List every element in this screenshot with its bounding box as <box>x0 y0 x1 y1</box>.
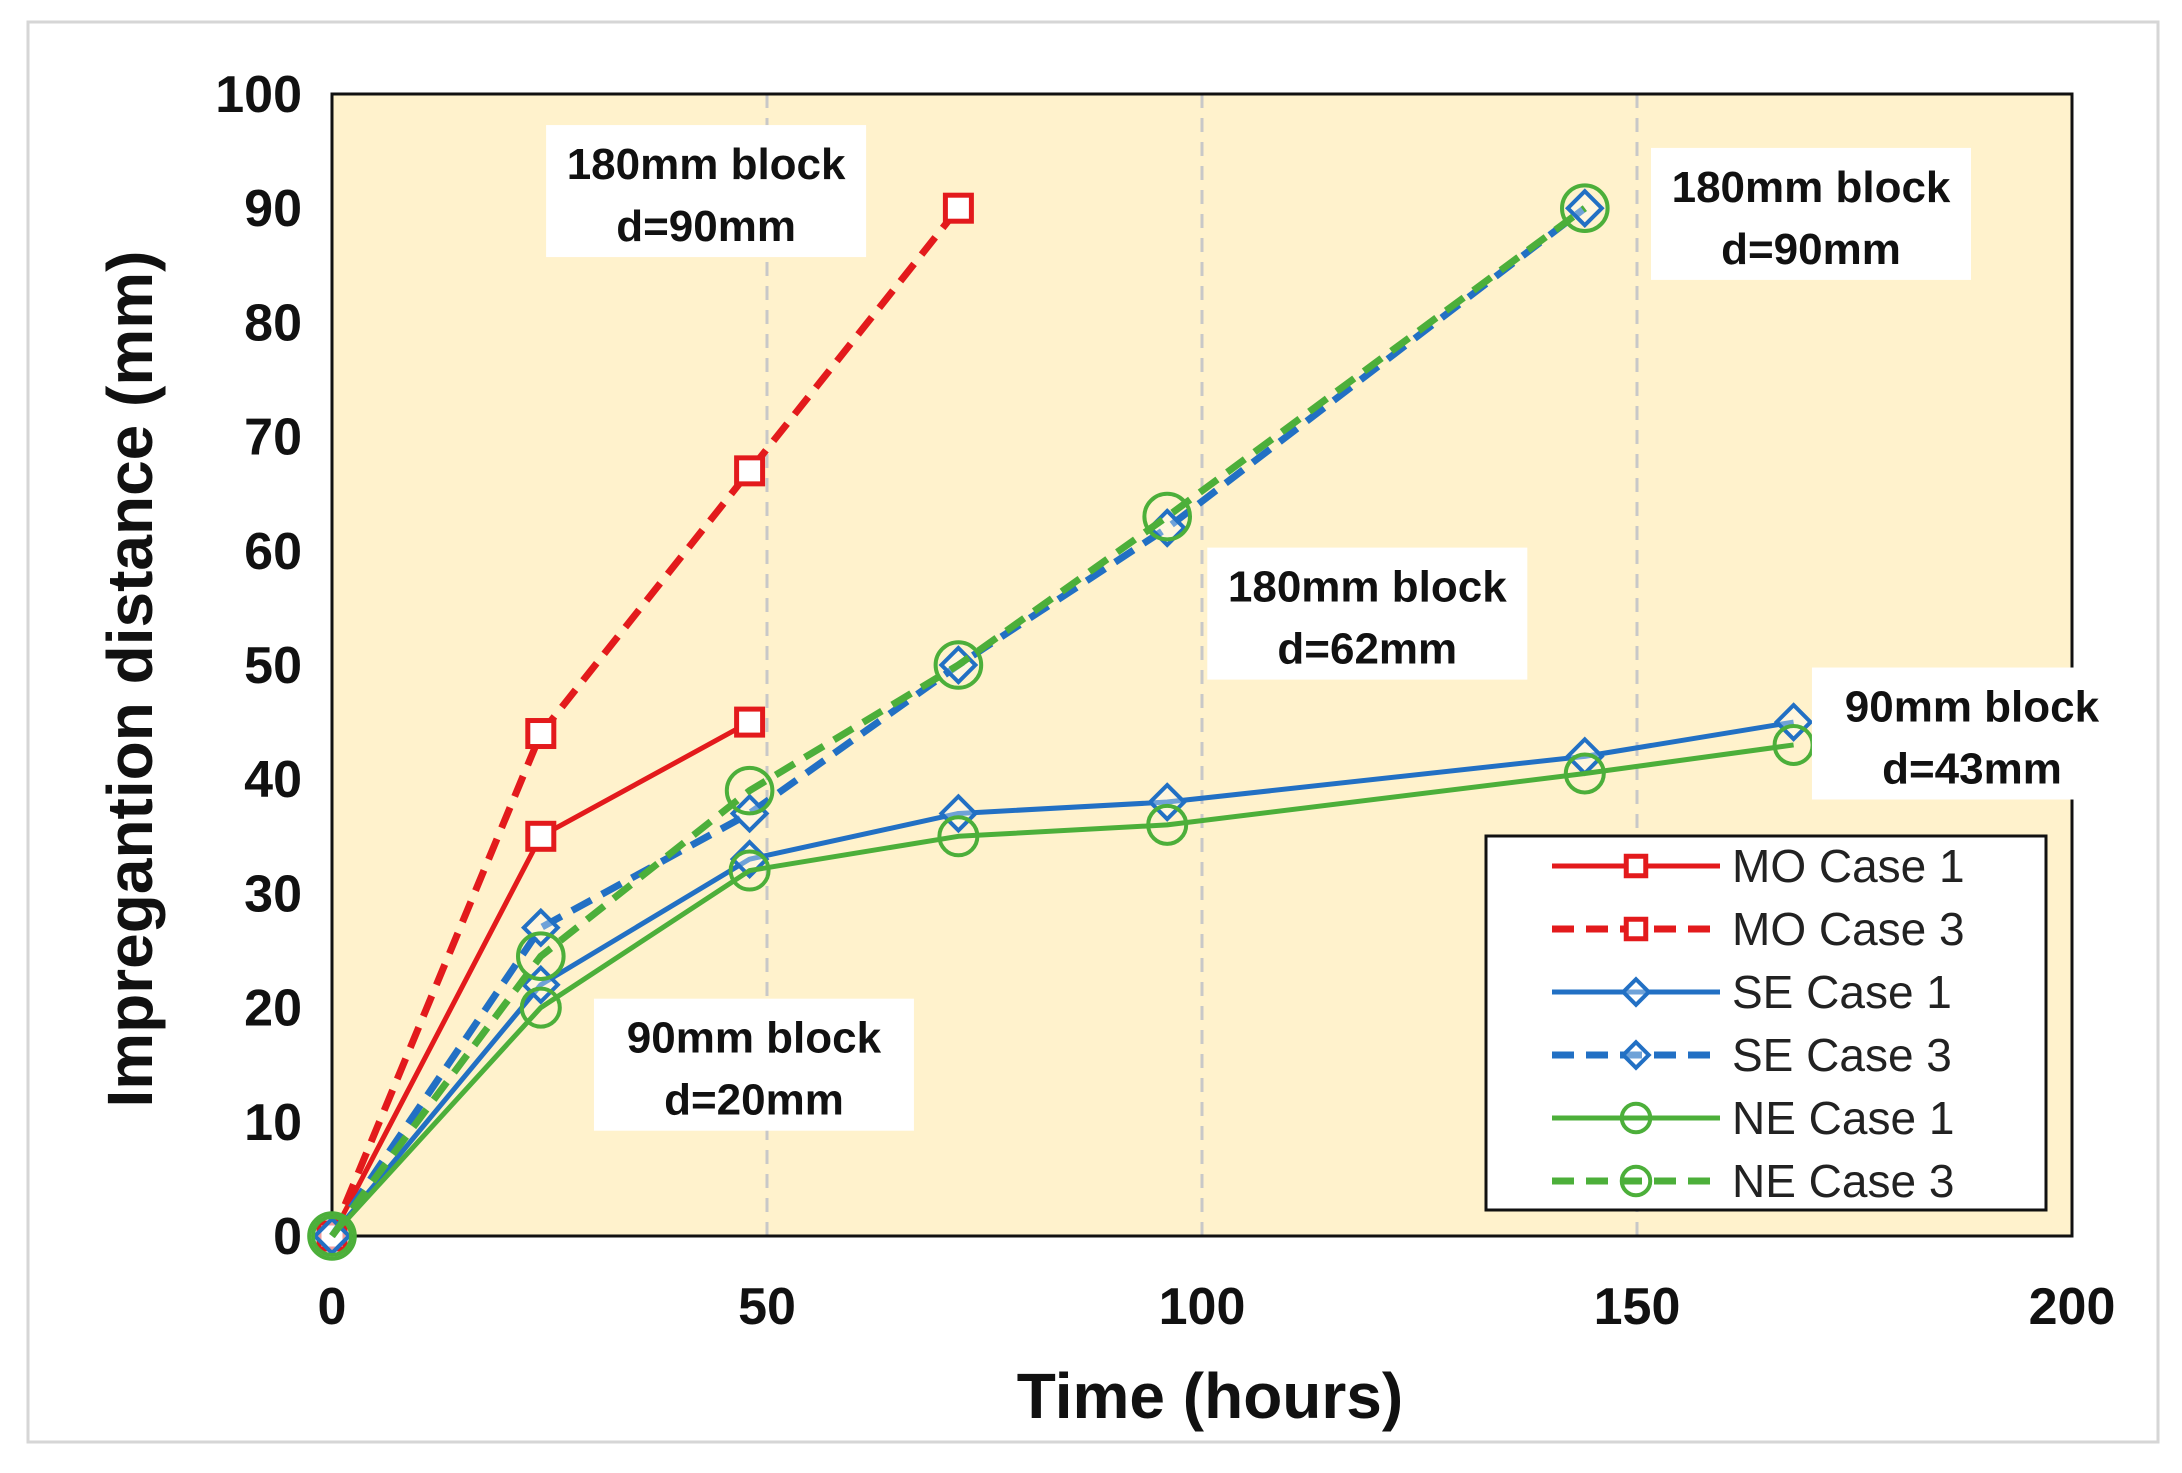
legend-marker-se-case-3 <box>1620 1039 1652 1071</box>
legend-label-ne-case-3: NE Case 3 <box>1732 1155 1954 1207</box>
data-point-ne-case-3-5 <box>1560 183 1610 233</box>
y-tick-label-80: 80 <box>244 294 302 352</box>
data-point-ne-case-3-2 <box>724 765 775 816</box>
x-axis-title: Time (hours) <box>1017 1360 1403 1432</box>
data-point-ne-case-1-0 <box>311 1215 353 1257</box>
legend-label-se-case-1: SE Case 1 <box>1732 966 1952 1018</box>
y-tick-label-100: 100 <box>215 66 302 124</box>
x-tick-label-150: 150 <box>1594 1278 1681 1336</box>
series-line-se-case-3 <box>329 205 1587 1238</box>
legend-label-ne-case-1: NE Case 1 <box>1732 1092 1954 1144</box>
legend-marker-ne-case-1 <box>1619 1101 1653 1135</box>
legend-marker-se-case-1 <box>1620 976 1652 1008</box>
data-point-ne-case-1-1 <box>519 986 562 1029</box>
annotation-line1-2: 180mm block <box>1228 563 1507 612</box>
x-tick-label-50: 50 <box>738 1278 796 1336</box>
annotation-line2-2: d=62mm <box>1277 625 1457 674</box>
legend-label-mo-case-1: MO Case 1 <box>1732 840 1965 892</box>
data-point-ne-case-1-3 <box>937 815 980 858</box>
annotation-line1-1: 180mm block <box>1672 163 1951 212</box>
x-tick-label-200: 200 <box>2029 1278 2116 1336</box>
data-point-mo-case-3-3 <box>942 192 974 224</box>
y-axis-title: Impregantion distance (mm) <box>94 251 166 1108</box>
annotation-1: 180mm block d=90mm <box>1651 147 1971 280</box>
data-point-mo-case-3-1 <box>525 718 557 750</box>
y-tick-label-10: 10 <box>244 1094 302 1152</box>
data-point-ne-case-3-3 <box>933 640 984 690</box>
legend-label-mo-case-3: MO Case 3 <box>1732 903 1965 955</box>
data-point-ne-case-1-5 <box>1563 752 1606 795</box>
legend-marker-mo-case-1 <box>1623 853 1649 879</box>
annotation-box-2 <box>1207 547 1528 680</box>
series-ne-case-1 <box>311 723 1815 1257</box>
data-point-se-case-1-6 <box>1773 702 1814 742</box>
data-point-mo-case-1-1 <box>525 820 557 852</box>
y-tick-label-40: 40 <box>244 751 302 809</box>
data-point-mo-case-1-2 <box>734 706 766 738</box>
series-ne-case-3 <box>307 183 1610 1261</box>
legend: MO Case 1 MO Case 3 SE Case 1 SE Case 3 NE C… <box>1484 834 2048 1212</box>
y-tick-label-90: 90 <box>244 180 302 238</box>
x-tick-label-0: 0 <box>318 1278 347 1336</box>
legend-box <box>1484 834 2048 1212</box>
y-tick-label-70: 70 <box>244 409 302 467</box>
annotation-box-0 <box>546 125 867 258</box>
annotation-3: 90mm block d=43mm <box>1811 667 2132 800</box>
y-tick-label-50: 50 <box>244 637 302 695</box>
data-point-ne-case-3-0 <box>307 1211 357 1261</box>
legend-marker-mo-case-3 <box>1623 916 1649 942</box>
data-point-se-case-1-4 <box>1147 782 1188 822</box>
annotation-line2-4: d=20mm <box>664 1076 844 1125</box>
annotation-box-3 <box>1811 667 2132 800</box>
annotation-4: 90mm block d=20mm <box>593 998 914 1131</box>
legend-label-se-case-3: SE Case 3 <box>1732 1029 1952 1081</box>
data-point-ne-case-1-4 <box>1146 803 1189 846</box>
annotation-2: 180mm block d=62mm <box>1207 547 1528 680</box>
annotation-line2-1: d=90mm <box>1721 225 1901 274</box>
legend-marker-ne-case-3 <box>1619 1164 1653 1198</box>
data-point-mo-case-3-2 <box>734 455 766 487</box>
y-tick-label-0: 0 <box>273 1208 302 1266</box>
x-tick-label-100: 100 <box>1159 1278 1246 1336</box>
y-tick-label-60: 60 <box>244 523 302 581</box>
plot-frame <box>330 92 2074 1238</box>
data-point-se-case-1-3 <box>938 793 979 834</box>
data-point-ne-case-1-2 <box>728 849 771 892</box>
annotation-line1-3: 90mm block <box>1845 683 2100 732</box>
annotation-line2-3: d=43mm <box>1882 745 2062 794</box>
annotation-box-1 <box>1651 147 1971 280</box>
y-tick-label-20: 20 <box>244 980 302 1038</box>
series-line-ne-case-1 <box>330 742 1794 1238</box>
annotation-box-4 <box>593 998 914 1131</box>
annotation-line1-0: 180mm block <box>567 140 846 189</box>
data-point-ne-case-3-4 <box>1142 491 1192 542</box>
series-line-ne-case-3 <box>329 205 1587 1239</box>
annotation-line1-4: 90mm block <box>627 1014 882 1063</box>
y-tick-label-30: 30 <box>244 865 302 923</box>
series-line-mo-case-3 <box>328 206 962 1238</box>
annotation-0: 180mm block d=90mm <box>546 125 867 258</box>
data-point-ne-case-3-1 <box>516 931 566 982</box>
annotation-line2-0: d=90mm <box>616 202 796 251</box>
